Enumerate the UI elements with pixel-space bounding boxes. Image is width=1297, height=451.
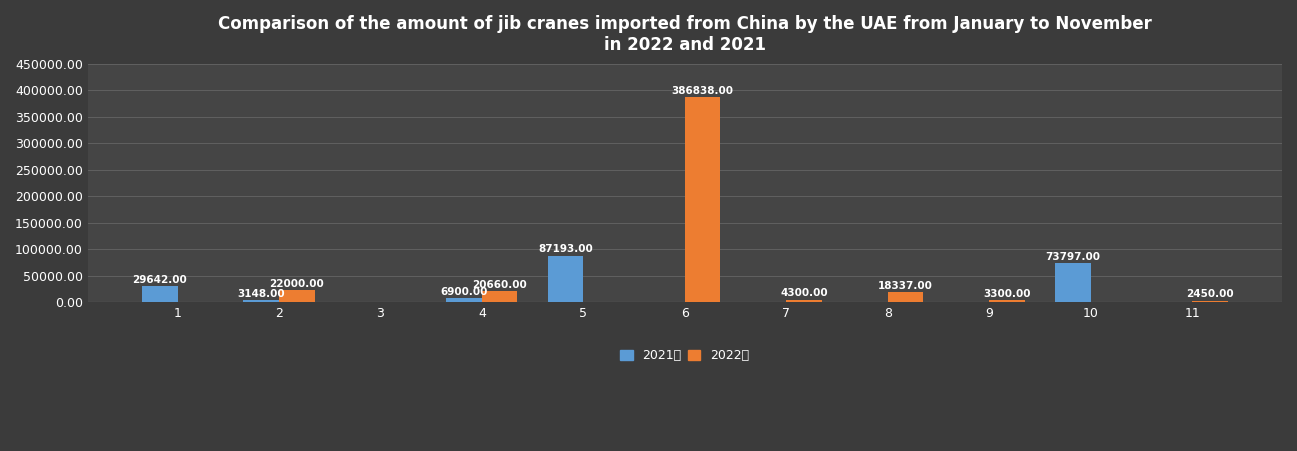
Bar	[990, 300, 1025, 302]
Text: 87193.00: 87193.00	[538, 244, 593, 254]
Text: 18337.00: 18337.00	[878, 281, 933, 291]
Text: 20660.00: 20660.00	[472, 280, 527, 290]
Text: 3148.00: 3148.00	[237, 289, 285, 299]
Bar	[888, 292, 923, 302]
Bar	[1056, 263, 1091, 302]
Text: 29642.00: 29642.00	[132, 275, 187, 285]
Bar	[141, 286, 178, 302]
Text: 6900.00: 6900.00	[441, 287, 488, 297]
Bar	[786, 300, 822, 302]
Title: Comparison of the amount of jib cranes imported from China by the UAE from Janua: Comparison of the amount of jib cranes i…	[218, 15, 1152, 54]
Text: 73797.00: 73797.00	[1045, 252, 1100, 262]
Legend: 2021年, 2022年: 2021年, 2022年	[615, 344, 755, 367]
Text: 2450.00: 2450.00	[1187, 290, 1233, 299]
Text: 386838.00: 386838.00	[672, 86, 734, 96]
Text: 4300.00: 4300.00	[781, 288, 827, 299]
Bar	[1192, 301, 1228, 302]
Bar	[244, 300, 279, 302]
Bar	[279, 290, 314, 302]
Bar	[446, 298, 482, 302]
Text: 3300.00: 3300.00	[983, 289, 1031, 299]
Bar	[482, 291, 518, 302]
Bar	[685, 97, 720, 302]
Bar	[547, 256, 584, 302]
Text: 22000.00: 22000.00	[270, 279, 324, 289]
